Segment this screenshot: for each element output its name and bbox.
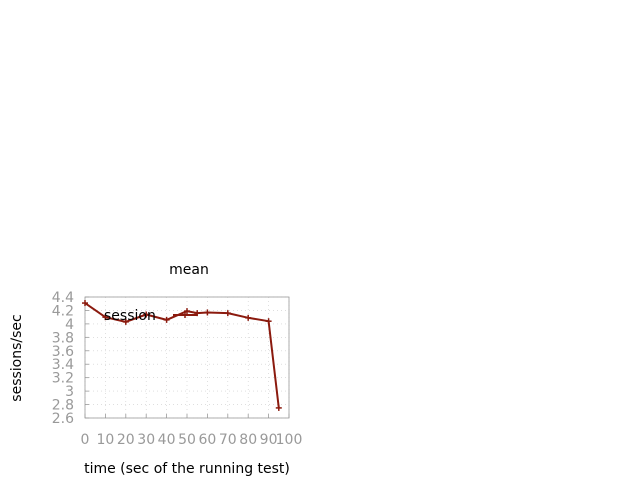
y-tick-label: 2.8 (52, 398, 74, 414)
y-tick-label: 3.4 (52, 357, 74, 373)
y-tick-label: 4 (65, 317, 74, 333)
data-point (224, 310, 231, 317)
x-tick-label: 90 (260, 432, 278, 448)
x-axis-label: time (sec of the running test) (84, 461, 290, 477)
legend: session (104, 308, 197, 324)
data-point (122, 318, 129, 325)
data-point (204, 309, 211, 316)
y-tick-label: 3.6 (52, 344, 74, 360)
data-point (143, 311, 150, 318)
data-point (82, 300, 88, 307)
data-point (184, 308, 190, 315)
chart-title: mean (169, 262, 209, 278)
x-tick-label: 30 (137, 432, 155, 448)
legend-label: session (104, 308, 156, 324)
y-tick-label: 3 (65, 384, 74, 400)
data-point (245, 314, 252, 321)
y-axis: 2.62.833.23.43.63.844.24.4 (52, 290, 89, 427)
y-tick-label: 3.2 (52, 371, 74, 387)
x-tick-label: 70 (219, 432, 237, 448)
series-line (84, 302, 280, 409)
y-axis-label: sessions/sec (9, 314, 25, 401)
x-tick-label: 60 (198, 432, 216, 448)
x-tick-label: 20 (117, 432, 135, 448)
x-tick-label: 0 (81, 432, 90, 448)
x-tick-label: 40 (158, 432, 176, 448)
data-point (102, 314, 109, 321)
series-layer (82, 300, 282, 411)
y-tick-label: 3.8 (52, 330, 74, 346)
x-tick-label: 10 (96, 432, 114, 448)
data-point (163, 316, 170, 323)
y-tick-label: 4.4 (52, 290, 74, 306)
data-point (265, 318, 272, 325)
data-point (194, 310, 201, 317)
x-tick-label: 50 (178, 432, 196, 448)
x-tick-label: 100 (276, 432, 303, 448)
data-point (275, 404, 282, 411)
y-tick-label: 4.2 (52, 303, 74, 319)
x-tick-label: 80 (239, 432, 257, 448)
y-tick-label: 2.6 (52, 411, 74, 427)
